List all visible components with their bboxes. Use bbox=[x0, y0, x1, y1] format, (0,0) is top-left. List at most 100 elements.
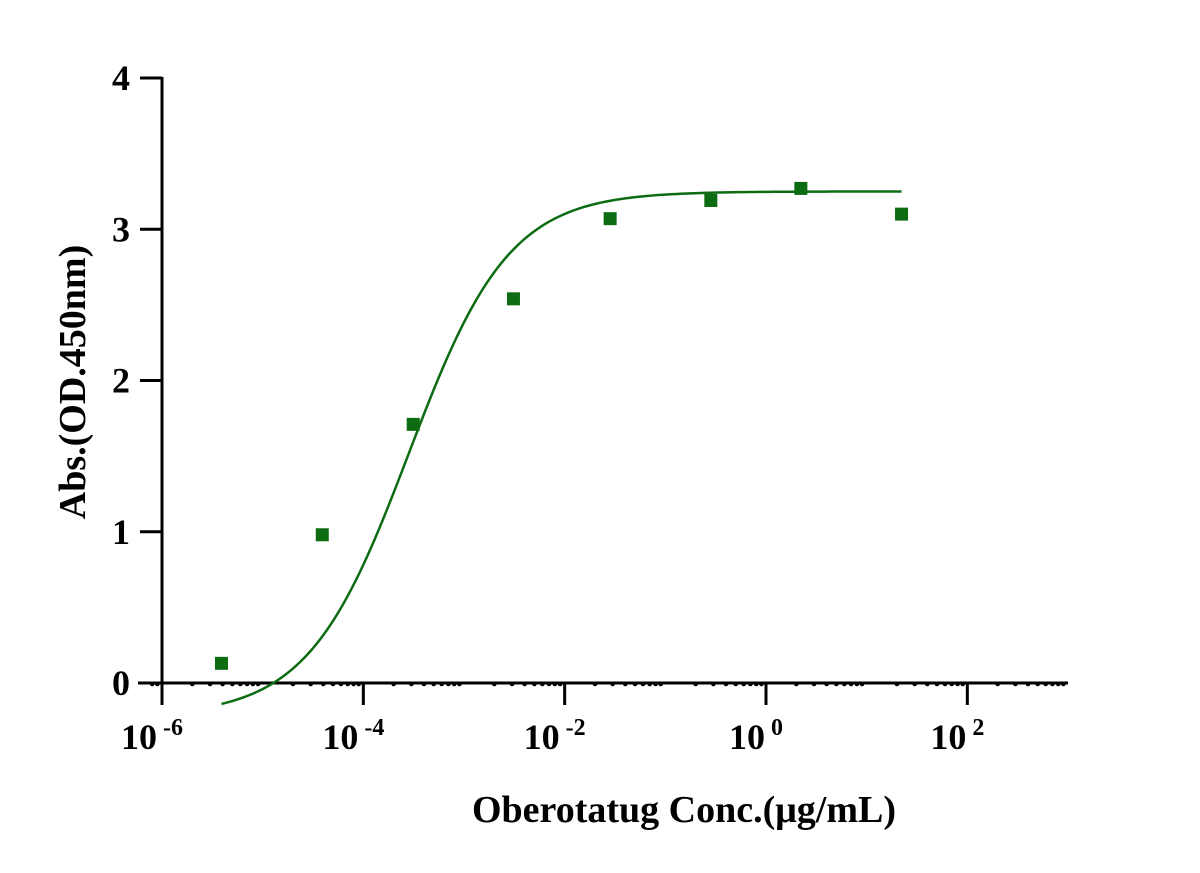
data-point bbox=[895, 207, 909, 221]
x-minor-tick bbox=[409, 681, 414, 687]
x-minor-tick bbox=[552, 681, 558, 687]
x-minor-tick bbox=[759, 681, 764, 687]
x-minor-tick bbox=[220, 681, 225, 687]
x-minor-tick bbox=[1055, 681, 1061, 687]
x-tick-label: 10 2 bbox=[930, 715, 984, 757]
x-minor-tick bbox=[290, 681, 296, 687]
x-minor-tick bbox=[834, 681, 839, 687]
x-minor-tick bbox=[610, 681, 615, 687]
data-point bbox=[315, 528, 329, 542]
x-minor-tick bbox=[546, 681, 552, 687]
x-minor-tick bbox=[338, 681, 344, 687]
x-minor-tick bbox=[439, 681, 444, 687]
x-minor-tick bbox=[244, 681, 250, 687]
x-minor-tick bbox=[451, 681, 457, 687]
x-minor-tick bbox=[741, 681, 746, 687]
x-tick-label: 10 0 bbox=[729, 715, 783, 757]
x-minor-tick bbox=[1035, 681, 1040, 687]
x-minor-tick bbox=[1025, 681, 1031, 687]
fit-curve-group bbox=[221, 190, 902, 706]
x-minor-tick bbox=[557, 681, 563, 687]
x-tick-label: 10 -4 bbox=[322, 715, 384, 757]
x-minor-tick bbox=[320, 681, 326, 687]
x-minor-tick bbox=[811, 681, 817, 687]
x-minor-tick bbox=[949, 681, 955, 687]
x-minor-tick bbox=[848, 681, 854, 687]
data-point bbox=[603, 212, 617, 226]
x-tick-label: 10 -6 bbox=[121, 715, 183, 757]
x-minor-tick bbox=[647, 681, 653, 687]
x-minor-tick bbox=[149, 681, 155, 687]
x-minor-tick bbox=[794, 681, 799, 687]
x-axis-title: Oberotatug Conc.(μg/mL) bbox=[472, 789, 896, 831]
ticks: 0 1 2 3 4 10 -6 10 -4 10 -2 10 0 10 2 bbox=[112, 58, 1066, 757]
x-minor-tick bbox=[155, 681, 160, 687]
data-point bbox=[215, 656, 229, 670]
x-minor-tick bbox=[824, 681, 829, 687]
x-minor-tick bbox=[653, 681, 658, 687]
x-tick-label: 10 -2 bbox=[524, 715, 586, 757]
x-minor-tick bbox=[622, 681, 628, 687]
x-minor-tick bbox=[1013, 681, 1018, 687]
x-minor-tick bbox=[1043, 681, 1048, 687]
y-tick-label: 3 bbox=[112, 209, 130, 249]
data-point bbox=[704, 194, 718, 208]
x-minor-tick bbox=[492, 681, 497, 687]
data-point bbox=[794, 181, 808, 195]
x-minor-tick bbox=[345, 681, 351, 687]
x-minor-tick bbox=[592, 681, 598, 687]
x-minor-tick bbox=[934, 681, 940, 687]
x-minor-tick bbox=[457, 681, 462, 687]
y-tick-label: 0 bbox=[112, 663, 130, 703]
axes bbox=[138, 77, 1068, 685]
fit-curve bbox=[221, 190, 902, 706]
x-minor-tick bbox=[723, 681, 729, 687]
x-minor-tick bbox=[1061, 681, 1066, 687]
x-minor-tick bbox=[207, 681, 213, 687]
y-axis-title: Abs.(OD.450nm) bbox=[52, 245, 94, 519]
y-tick-label: 1 bbox=[112, 512, 130, 552]
x-minor-tick bbox=[995, 681, 1000, 687]
x-minor-tick bbox=[522, 681, 527, 687]
x-minor-tick bbox=[960, 681, 966, 687]
x-minor-tick bbox=[693, 681, 698, 687]
x-minor-tick bbox=[854, 681, 860, 687]
x-minor-tick bbox=[421, 681, 427, 687]
x-minor-tick bbox=[250, 681, 256, 687]
x-minor-tick bbox=[255, 681, 261, 687]
x-minor-tick bbox=[733, 681, 738, 687]
x-minor-tick bbox=[190, 681, 195, 687]
x-minor-tick bbox=[509, 681, 515, 687]
data-points bbox=[215, 181, 909, 670]
x-minor-tick bbox=[942, 681, 948, 687]
x-minor-tick bbox=[431, 681, 436, 687]
x-minor-tick bbox=[658, 681, 664, 687]
x-minor-tick bbox=[356, 681, 362, 687]
x-minor-tick bbox=[230, 681, 235, 687]
x-minor-tick bbox=[330, 681, 336, 687]
x-minor-tick bbox=[308, 681, 313, 687]
data-point bbox=[406, 417, 420, 431]
data-point bbox=[506, 292, 520, 306]
x-minor-tick bbox=[540, 681, 545, 687]
x-minor-tick bbox=[1050, 681, 1055, 687]
x-minor-tick bbox=[753, 681, 759, 687]
x-minor-tick bbox=[391, 681, 396, 687]
x-minor-tick bbox=[842, 681, 847, 687]
x-minor-tick bbox=[532, 681, 537, 687]
y-tick-label: 4 bbox=[112, 58, 130, 98]
y-tick-label: 2 bbox=[112, 361, 130, 401]
x-minor-tick bbox=[640, 681, 646, 687]
x-minor-tick bbox=[912, 681, 917, 687]
x-minor-tick bbox=[351, 681, 356, 687]
x-minor-tick bbox=[238, 681, 243, 687]
x-minor-tick bbox=[894, 681, 900, 687]
x-minor-tick bbox=[924, 681, 930, 687]
x-minor-tick bbox=[632, 681, 638, 687]
x-minor-tick bbox=[711, 681, 716, 687]
x-minor-tick bbox=[748, 681, 753, 687]
x-minor-tick bbox=[955, 681, 960, 687]
x-minor-tick bbox=[446, 681, 451, 687]
x-minor-tick bbox=[859, 681, 865, 687]
